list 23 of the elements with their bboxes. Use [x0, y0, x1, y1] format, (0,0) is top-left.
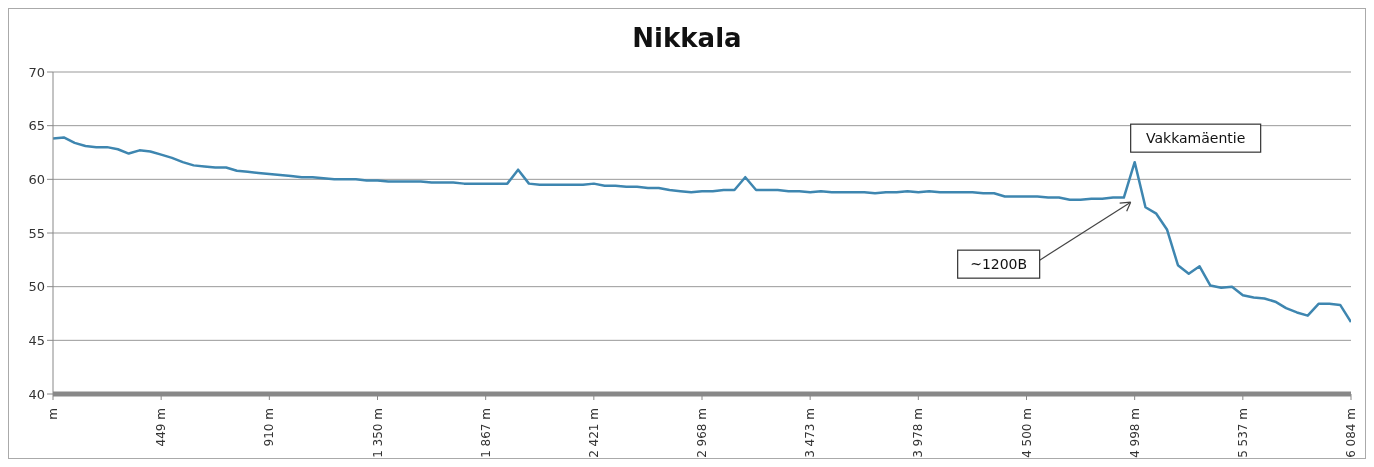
y-tick-label: 45: [28, 332, 45, 348]
x-tick-label: 2 968 m: [695, 408, 709, 458]
x-tick-label: 2 421 m: [586, 408, 601, 458]
y-tick-label: 60: [28, 171, 45, 187]
annotation: ~1200B: [970, 256, 1028, 273]
y-tick-label: 40: [28, 386, 45, 402]
y-tick-label: 50: [28, 279, 45, 295]
x-tick-label: 1 350 m: [370, 408, 385, 458]
x-tick-label: 6 084 m: [1344, 408, 1358, 458]
x-tick-label: 3 978 m: [911, 408, 926, 458]
annotation: Vakkamäentie: [1146, 130, 1246, 147]
y-tick-label: 55: [28, 225, 45, 241]
x-tick-label: m: [46, 408, 60, 420]
x-tick-label: 5 537 m: [1235, 408, 1250, 458]
chart-title: Nikkala: [631, 23, 743, 53]
x-tick-label: 4 500 m: [1019, 408, 1034, 458]
x-tick-label: 3 473 m: [803, 408, 818, 458]
x-tick-label: 1 867 m: [478, 408, 493, 458]
y-tick-label: 65: [28, 118, 45, 134]
y-tick-label: 70: [28, 64, 45, 80]
x-tick-label: 449 m: [154, 408, 169, 447]
x-tick-label: 4 998 m: [1127, 408, 1142, 458]
x-tick-label: 910 m: [262, 408, 277, 447]
